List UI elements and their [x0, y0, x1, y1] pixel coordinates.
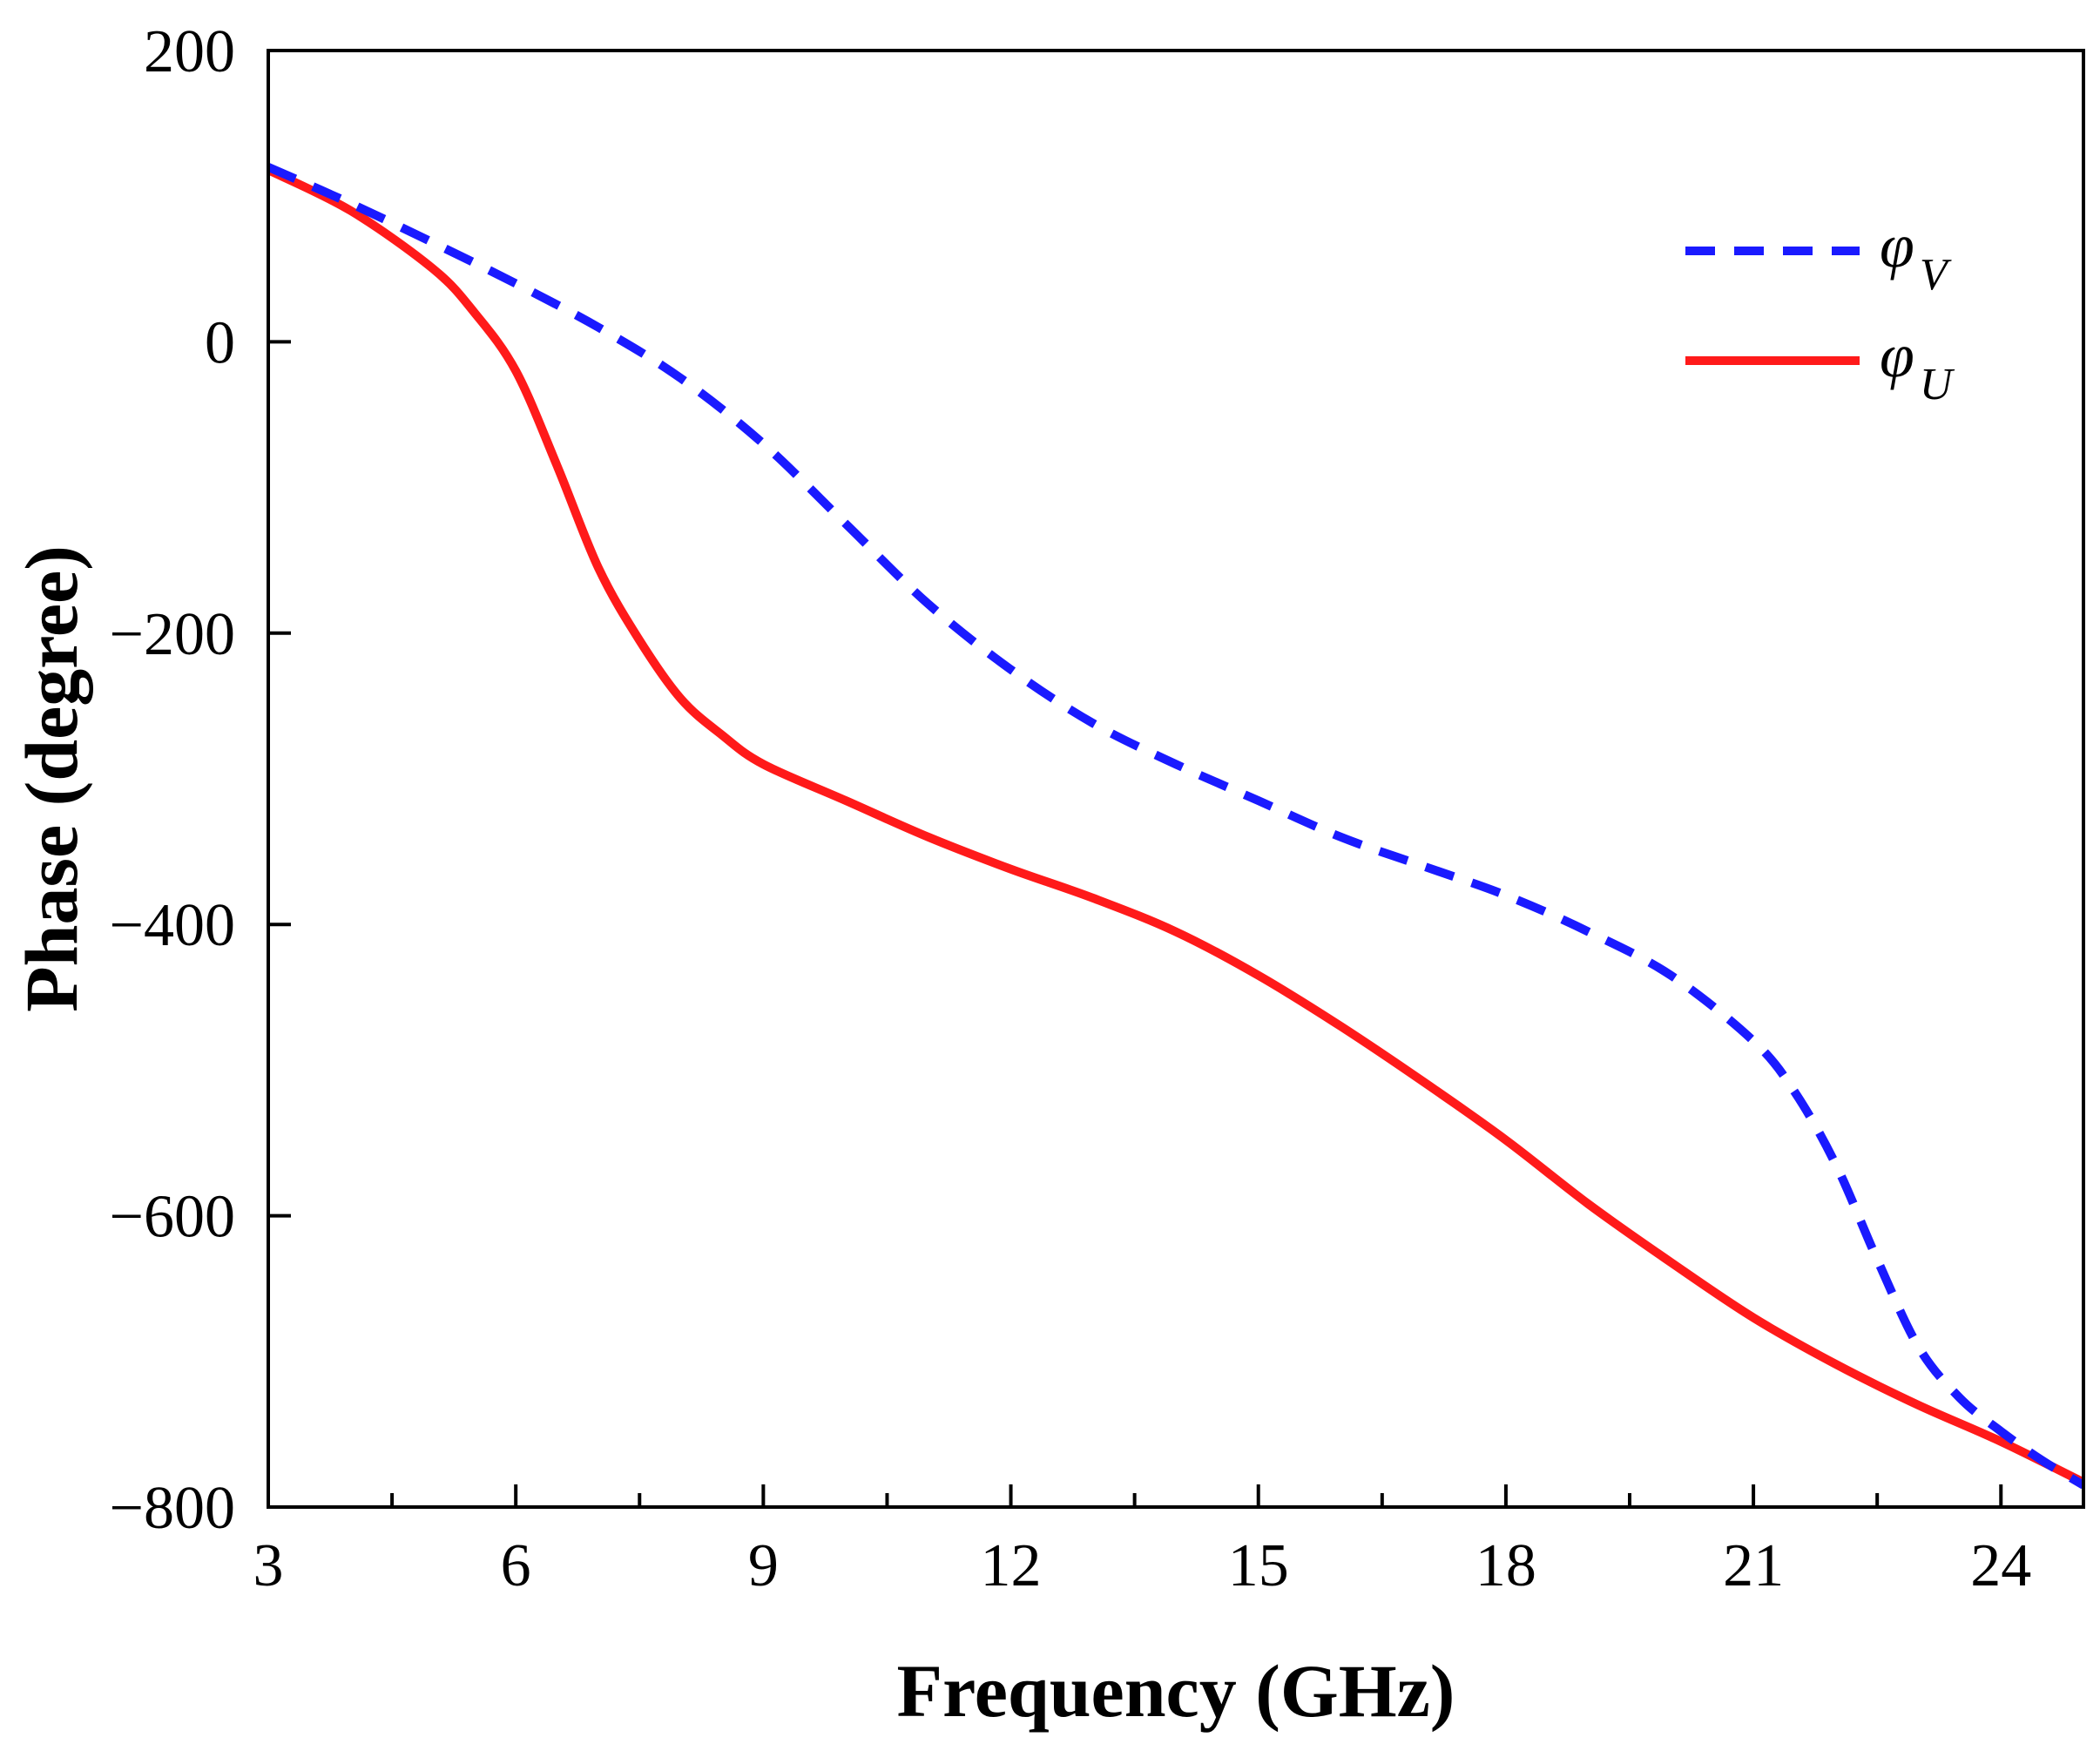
series-line-u — [268, 166, 2083, 1487]
y-tick-label: −400 — [110, 892, 235, 959]
y-tick-label: −800 — [110, 1475, 235, 1542]
y-tick-label: 200 — [144, 18, 235, 85]
y-tick-label: 0 — [205, 309, 235, 376]
x-tick-label: 6 — [501, 1532, 531, 1599]
x-axis-title: Frequency (GHz) — [897, 1649, 1455, 1733]
y-tick-label: −600 — [110, 1184, 235, 1251]
legend-symbol: φ — [1880, 211, 1914, 281]
x-tick-label: 18 — [1475, 1532, 1536, 1599]
legend-subscript: U — [1920, 360, 1955, 409]
y-axis-title: Phase (degree) — [10, 545, 93, 1012]
axis-ticks — [267, 49, 2003, 1509]
plot-frame — [267, 49, 2085, 1509]
x-tick-label: 3 — [253, 1532, 284, 1599]
legend-subscript: V — [1920, 250, 1952, 300]
x-tick-label: 21 — [1723, 1532, 1784, 1599]
legend: φ Vφ U — [1685, 211, 1955, 409]
x-tick-label: 9 — [748, 1532, 779, 1599]
legend-symbol: φ — [1880, 321, 1914, 390]
x-tick-label: 12 — [981, 1532, 1042, 1599]
axis-tick-labels: 3 6 9 12 15 18 21 24 200 0 −200 −400 −600 −800 — [110, 18, 2032, 1599]
x-tick-label: 15 — [1228, 1532, 1289, 1599]
x-tick-label: 24 — [1970, 1532, 2031, 1599]
y-tick-label: −200 — [110, 601, 235, 668]
